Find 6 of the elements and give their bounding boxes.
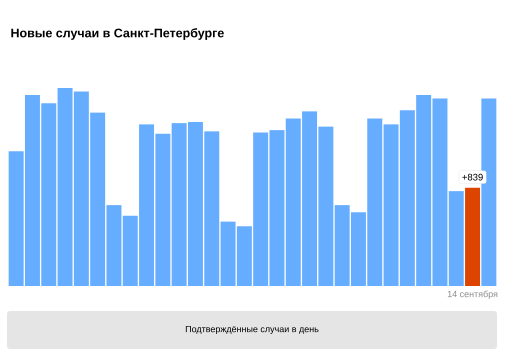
x-axis-title: Подтверждённые случаи в день: [186, 326, 318, 334]
chart-title: Новые случаи в Санкт-Петербурге: [11, 28, 224, 40]
x-tick-label: 14 сентября: [448, 290, 498, 299]
bar: [465, 188, 480, 286]
data-label: +839: [462, 174, 483, 181]
bar: [481, 98, 496, 286]
